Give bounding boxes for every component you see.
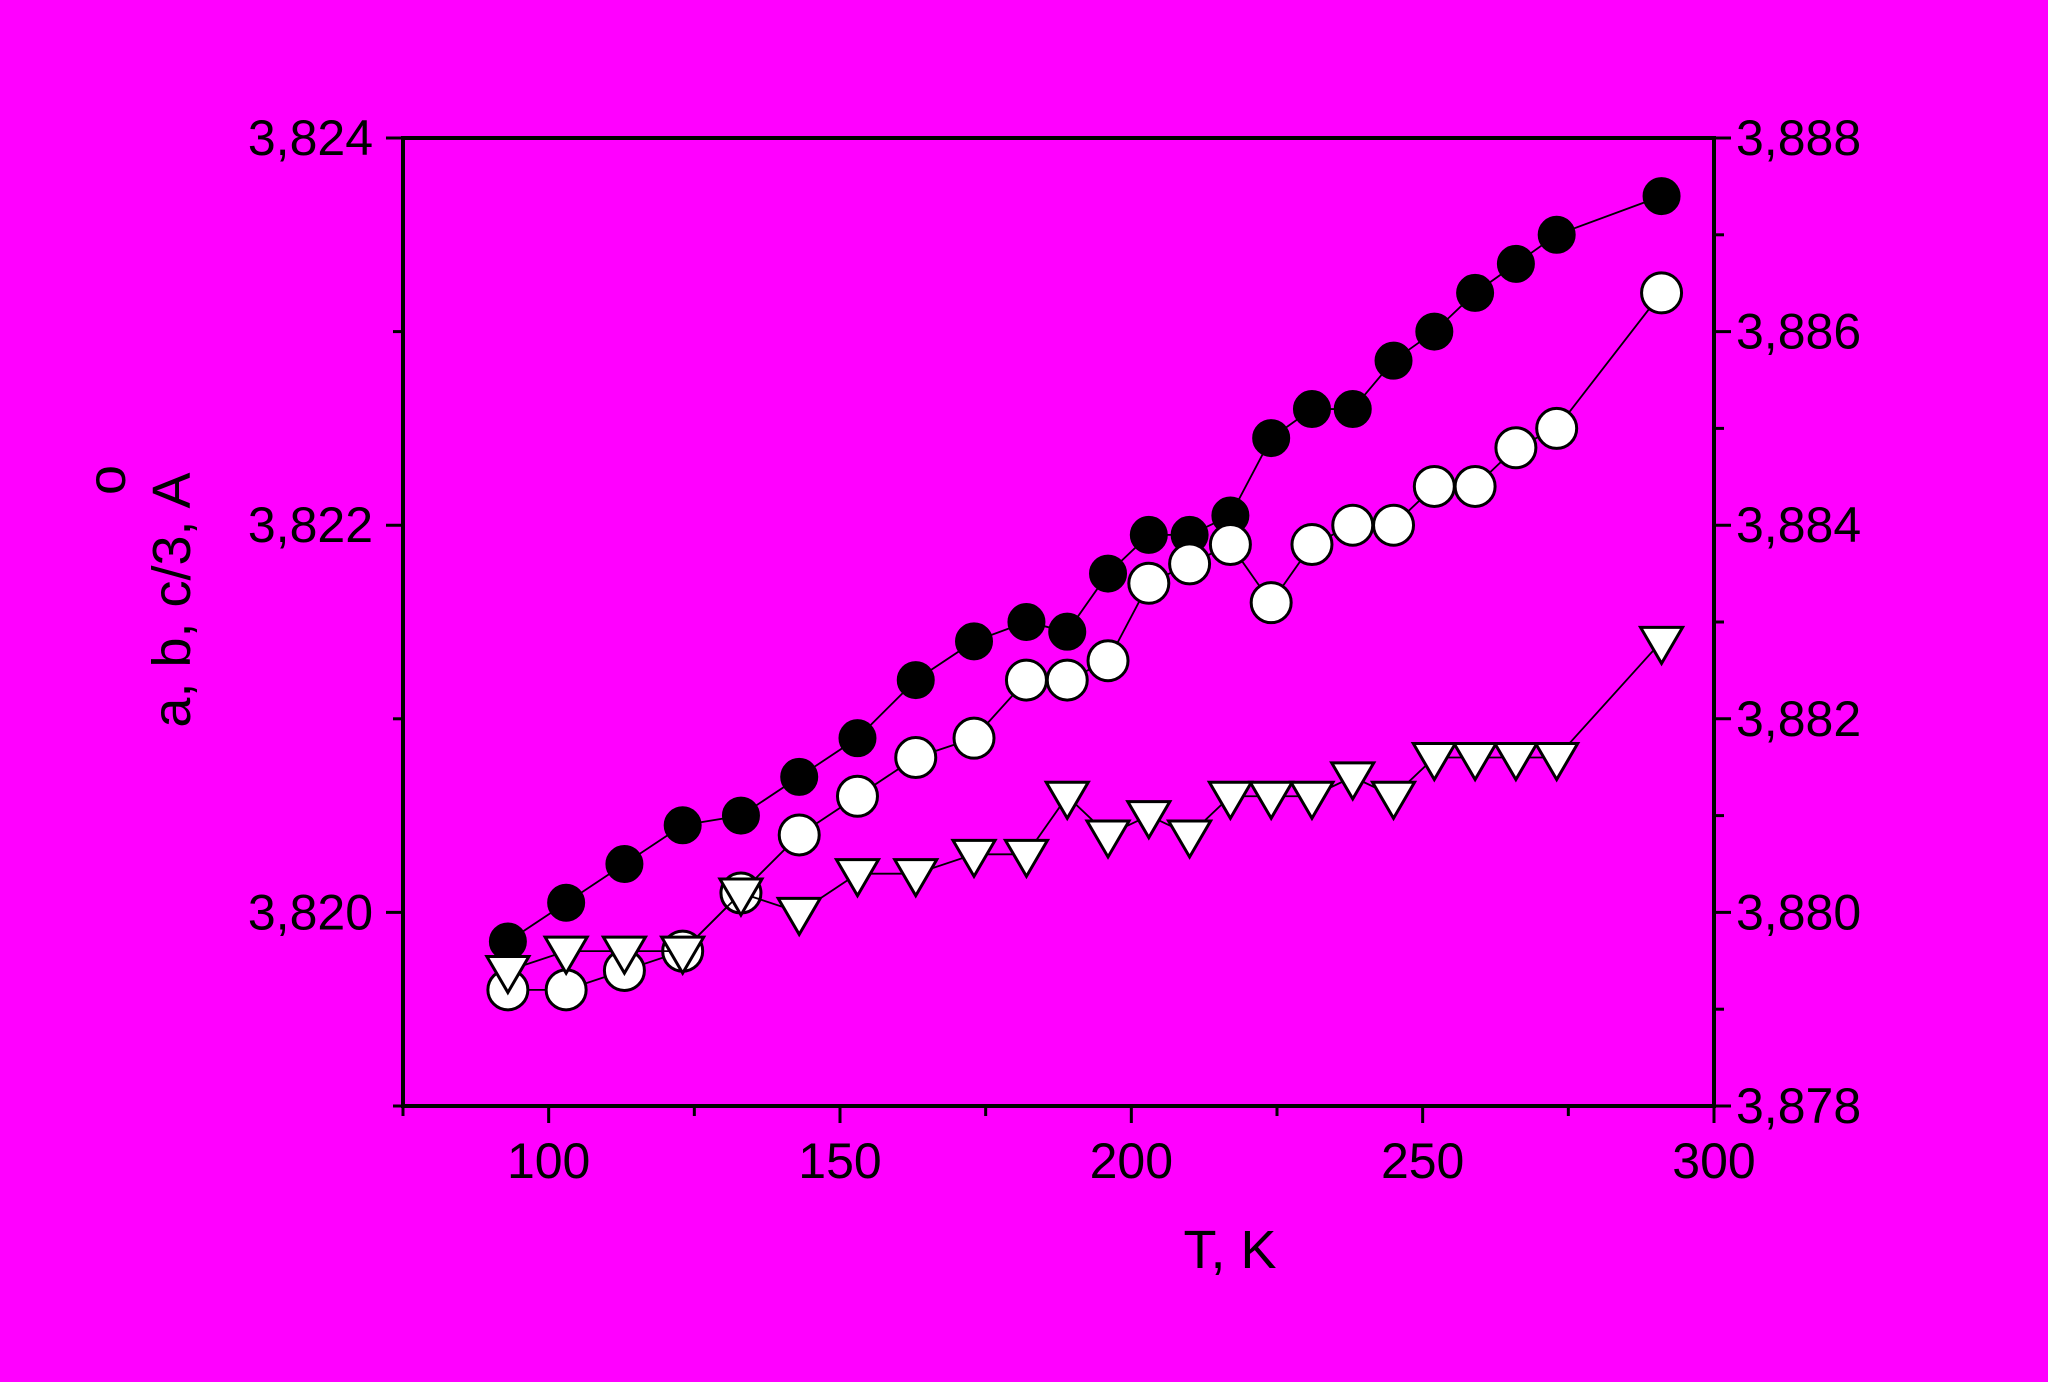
data-point-filled-circle [1252, 419, 1291, 458]
data-point-open-triangle [1288, 780, 1336, 822]
data-point-open-circle [1453, 464, 1497, 508]
y-right-tick-label: 3,886 [1736, 304, 1861, 360]
axes-layer: 100 150 200 250 300 3,820 3,822 3,824 3,878 3,880… [248, 110, 1861, 1189]
data-point-open-triangle [892, 858, 940, 899]
data-point-open-triangle [1451, 742, 1499, 783]
data-point-open-triangle [542, 935, 590, 977]
x-tick-label: 100 [507, 1133, 590, 1189]
data-point-filled-circle [1537, 215, 1576, 254]
data-point-filled-circle [1007, 603, 1046, 641]
data-point-filled-circle [1415, 312, 1454, 351]
data-point-open-circle [1086, 639, 1130, 683]
data-point-open-triangle [1492, 742, 1540, 783]
y-left-tick-label: 3,822 [248, 497, 373, 553]
data-point-open-triangle [1002, 838, 1051, 880]
data-point-filled-circle [1456, 273, 1495, 312]
data-point-open-circle [1494, 426, 1538, 470]
data-point-filled-circle [1129, 515, 1168, 554]
data-point-filled-circle [1048, 612, 1087, 651]
data-point-open-circle [1208, 523, 1252, 567]
data-point-filled-circle [721, 796, 760, 835]
data-point-open-circle [835, 774, 879, 818]
data-point-filled-circle [663, 806, 702, 845]
data-point-filled-circle [1333, 390, 1372, 429]
data-point-filled-circle [1496, 244, 1535, 283]
y-left-tick-label: 3,820 [248, 884, 373, 940]
data-point-open-triangle [1043, 780, 1091, 822]
series-1 [488, 177, 1681, 961]
data-point-filled-circle [1374, 341, 1413, 380]
data-point-open-triangle [833, 858, 882, 899]
data-point-open-circle [1004, 658, 1048, 702]
y-right-tick-label: 3,878 [1736, 1078, 1861, 1134]
data-point-open-triangle [1125, 800, 1173, 841]
data-point-filled-circle [605, 845, 644, 883]
x-tick-label: 150 [798, 1133, 881, 1189]
data-point-open-triangle [1084, 819, 1132, 860]
x-tick-label: 300 [1672, 1133, 1755, 1189]
data-point-open-circle [952, 716, 996, 760]
data-point-open-triangle [1329, 761, 1377, 802]
x-tick-label: 200 [1090, 1133, 1173, 1189]
y-right-tick-label: 3,888 [1736, 110, 1861, 166]
data-point-open-circle [1127, 561, 1171, 605]
series-2 [486, 271, 1684, 1012]
y-right-tick-label: 3,884 [1736, 497, 1861, 553]
data-point-open-triangle [600, 935, 649, 977]
data-point-filled-circle [488, 922, 527, 961]
data-point-open-circle [1045, 658, 1089, 702]
data-point-open-circle [1412, 464, 1456, 508]
series-3 [484, 625, 1686, 996]
data-point-open-circle [1331, 503, 1375, 547]
data-point-filled-circle [1642, 177, 1681, 216]
data-point-filled-circle [547, 883, 586, 922]
data-point-open-triangle [1165, 819, 1214, 860]
data-point-open-circle [894, 736, 938, 780]
data-point-filled-circle [1089, 554, 1128, 593]
data-point-open-circle [1640, 271, 1684, 315]
y-axis-title-group: a, b, c/3, A o [77, 465, 202, 728]
data-point-open-circle [1249, 581, 1293, 625]
data-point-open-triangle [1247, 780, 1295, 822]
data-point-open-triangle [484, 954, 532, 996]
data-point-open-triangle [950, 838, 998, 880]
data-point-open-triangle [1533, 742, 1581, 783]
data-point-filled-circle [896, 661, 935, 700]
x-tick-label: 250 [1381, 1133, 1464, 1189]
data-point-open-triangle [1637, 625, 1686, 667]
data-point-filled-circle [955, 622, 994, 661]
data-point-open-triangle [659, 935, 707, 977]
data-point-open-triangle [775, 896, 823, 938]
data-point-open-circle [1535, 406, 1579, 450]
y-right-tick-label: 3,880 [1736, 884, 1861, 940]
y-left-tick-label: 3,824 [248, 110, 373, 166]
data-point-open-triangle [1206, 780, 1254, 822]
data-point-open-circle [1290, 523, 1334, 567]
data-point-open-circle [777, 813, 821, 857]
x-axis-title: T, K [1183, 1220, 1276, 1280]
data-point-open-circle [1168, 542, 1212, 586]
data-point-open-triangle [1369, 780, 1418, 822]
series-layer [484, 177, 1686, 1012]
angstrom-ring: o [77, 465, 137, 495]
data-point-filled-circle [838, 719, 877, 758]
y-right-tick-label: 3,882 [1736, 691, 1861, 747]
data-point-open-triangle [717, 877, 765, 919]
data-point-filled-circle [1292, 390, 1331, 429]
y-axis-title: a, b, c/3, A [142, 472, 202, 727]
data-point-filled-circle [780, 757, 819, 796]
data-point-open-triangle [1410, 742, 1458, 783]
data-point-open-circle [1372, 503, 1416, 547]
